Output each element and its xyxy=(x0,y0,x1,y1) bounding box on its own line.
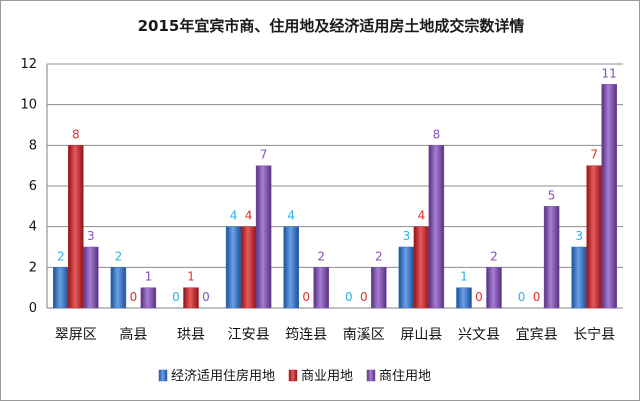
y-tick-label: 4 xyxy=(29,220,37,235)
bar xyxy=(225,226,242,309)
data-label: 1 xyxy=(460,270,468,284)
bar xyxy=(571,246,587,309)
data-label: 2 xyxy=(57,249,65,263)
data-label: 3 xyxy=(87,229,95,243)
data-label: 0 xyxy=(202,290,210,304)
data-label: 0 xyxy=(172,290,180,304)
data-label: 7 xyxy=(590,148,598,162)
bar xyxy=(83,246,99,309)
bar xyxy=(428,145,445,309)
data-label: 2 xyxy=(317,249,325,263)
data-label: 4 xyxy=(245,209,253,223)
data-label: 0 xyxy=(130,290,138,304)
data-label: 8 xyxy=(433,127,441,141)
data-label: 1 xyxy=(145,270,153,284)
y-axis-ticks: 0 2 4 6 8 10 12 xyxy=(20,57,37,316)
bar xyxy=(240,226,257,309)
legend: 经济适用住房用地 商业用地 商住用地 xyxy=(158,368,431,384)
bar xyxy=(255,165,272,309)
bar xyxy=(140,287,157,309)
x-category-label: 兴文县 xyxy=(458,327,500,343)
x-axis-categories: 翠屏区 高县 珙县 江安县 筠连县 南溪区 屏山县 兴文县 宜宾县 长宁县 xyxy=(55,326,615,343)
bar xyxy=(183,287,199,309)
legend-label: 商住用地 xyxy=(379,369,431,384)
chart-title: 2015年宜宾市商、住用地及经济适用房土地成交宗数详情 xyxy=(138,17,525,35)
data-label: 3 xyxy=(575,229,583,243)
y-tick-label: 12 xyxy=(20,57,37,72)
y-tick-label: 8 xyxy=(29,138,37,153)
bar xyxy=(601,84,617,309)
data-label: 4 xyxy=(418,209,426,223)
legend-label: 经济适用住房用地 xyxy=(171,368,275,384)
legend-label: 商业用地 xyxy=(301,369,353,384)
x-category-label: 翠屏区 xyxy=(55,327,97,343)
data-label: 7 xyxy=(260,148,268,162)
legend-swatch xyxy=(158,369,168,382)
data-label: 5 xyxy=(548,188,556,202)
data-label: 2 xyxy=(375,249,383,263)
x-category-label: 宜宾县 xyxy=(516,327,558,343)
x-category-label: 高县 xyxy=(119,326,147,343)
gridlines xyxy=(46,63,623,309)
x-category-label: 筠连县 xyxy=(285,326,327,343)
legend-swatch xyxy=(288,369,298,382)
bar xyxy=(283,226,299,309)
data-label: 0 xyxy=(302,290,310,304)
bar xyxy=(486,267,502,309)
legend-swatch xyxy=(366,369,376,382)
y-tick-label: 0 xyxy=(29,301,37,316)
bars xyxy=(53,84,617,309)
bar xyxy=(398,246,415,309)
data-label: 2 xyxy=(115,249,123,263)
bar xyxy=(456,287,472,309)
data-label: 8 xyxy=(72,127,80,141)
data-label: 0 xyxy=(518,290,526,304)
bar xyxy=(53,267,69,309)
x-category-label: 南溪区 xyxy=(343,327,385,343)
data-label: 2 xyxy=(490,249,498,263)
data-label: 4 xyxy=(287,209,295,223)
y-tick-label: 2 xyxy=(29,260,37,275)
bar xyxy=(110,267,127,309)
x-category-label: 长宁县 xyxy=(573,326,615,343)
bar xyxy=(413,226,430,309)
data-label: 0 xyxy=(533,290,541,304)
bar xyxy=(586,165,602,309)
data-label: 0 xyxy=(475,290,483,304)
bar xyxy=(68,145,84,309)
data-label: 0 xyxy=(345,290,353,304)
y-tick-label: 6 xyxy=(29,179,37,194)
data-label: 4 xyxy=(230,209,238,223)
bar xyxy=(371,267,387,309)
x-category-label: 珙县 xyxy=(177,327,205,343)
bar xyxy=(313,267,329,309)
data-label: 11 xyxy=(602,66,617,80)
data-label: 3 xyxy=(403,229,411,243)
y-tick-label: 10 xyxy=(20,98,37,113)
bar xyxy=(543,206,560,309)
x-category-label: 江安县 xyxy=(228,327,270,343)
x-category-label: 屏山县 xyxy=(400,327,442,343)
data-label: 0 xyxy=(360,290,368,304)
data-label: 1 xyxy=(187,270,195,284)
